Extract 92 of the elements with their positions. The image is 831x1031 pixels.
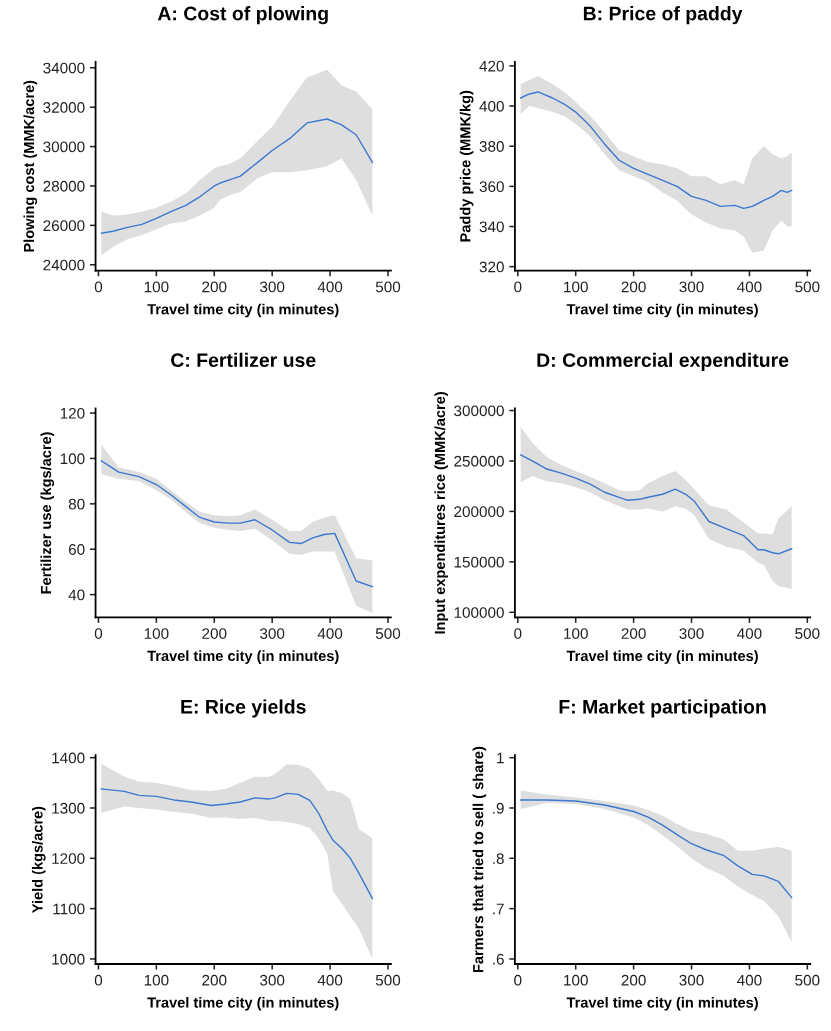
x-axis-title: Travel time city (in minutes) [566,303,758,318]
x-tick-label: 500 [375,628,401,639]
y-tick-label: 28000 [43,180,85,192]
x-tick-label: 500 [795,281,820,293]
x-tick-label: 400 [317,974,343,986]
y-tick-label: 34000 [43,62,85,74]
y-tick-label: 1200 [52,853,85,864]
y-axis-title: Plowing cost (MMK/acre) [23,80,38,252]
x-tick-label: 0 [94,281,103,293]
x-axis-title: Travel time city (in minutes) [566,996,758,1011]
x-tick-label: 100 [564,281,588,293]
x-tick-label: 400 [317,281,343,293]
y-tick-label: 40 [68,589,85,601]
y-tick-label: 400 [479,100,504,112]
x-tick-label: 200 [621,628,646,639]
x-tick-label: 100 [144,974,169,986]
line-series [100,118,374,234]
y-tick-label: 100000 [454,607,504,618]
x-tick-label: 0 [94,974,103,986]
y-tick-label: .7 [493,903,504,915]
x-tick-label: 400 [737,281,762,293]
line-series [520,454,793,555]
x-tick-label: 100 [144,281,169,293]
y-tick-label: 60 [68,544,85,555]
x-tick-label: 300 [679,281,704,293]
x-tick-label: 100 [564,974,588,986]
y-tick-label: 250000 [454,455,504,467]
x-axis-title: Travel time city (in minutes) [147,303,339,318]
y-tick-label: 200000 [454,506,504,518]
y-tick-label: 30000 [43,141,85,153]
x-tick-label: 100 [564,628,588,639]
chart-title: C: Fertilizer use [171,352,316,368]
y-axis-title: Input expenditures rice (MMK/acre) [434,392,448,634]
x-tick-label: 300 [260,974,285,986]
x-tick-label: 500 [375,281,401,293]
x-tick-label: 300 [260,628,285,639]
line-series [520,91,793,210]
y-tick-label: 32000 [43,102,85,113]
y-tick-label: 24000 [43,259,85,271]
y-tick-label: 1000 [52,953,85,965]
x-tick-label: 400 [737,974,762,986]
chart-title: A: Cost of plowing [157,6,328,25]
x-tick-label: 0 [514,628,522,639]
x-tick-label: 500 [375,974,401,986]
x-tick-label: 200 [202,974,227,986]
chart-title: B: Price of paddy [583,6,743,25]
y-tick-label: 320 [479,261,504,273]
y-tick-label: .8 [493,853,504,864]
chart-title: F: Market participation [559,699,766,718]
x-tick-label: 200 [621,281,646,293]
y-tick-label: 1400 [52,752,85,764]
y-axis-title: Fertilizer use (kgs/acre) [40,432,55,594]
y-tick-label: 120 [60,407,85,419]
line-series [520,799,793,899]
y-tick-label: 100 [60,453,85,465]
y-tick-label: 1300 [52,802,85,814]
x-tick-label: 200 [621,974,646,986]
x-tick-label: 300 [260,281,285,293]
x-tick-label: 200 [202,281,227,293]
y-tick-label: 340 [479,221,504,233]
chart-title: E: Rice yields [181,699,306,718]
x-axis-title: Travel time city (in minutes) [147,996,339,1011]
y-axis-title: Yield (kgs/acre) [31,806,46,913]
x-tick-label: 500 [795,628,820,639]
y-tick-label: 300000 [454,405,504,417]
x-tick-label: 0 [514,974,522,986]
y-tick-label: 420 [479,60,504,72]
y-tick-label: 80 [68,498,85,510]
x-tick-label: 400 [737,628,762,639]
y-tick-label: 360 [479,181,504,193]
y-tick-label: 1100 [53,903,85,915]
y-axis-title: Paddy price (MMK/kg) [459,90,474,242]
x-tick-label: 300 [679,974,704,986]
y-tick-label: .9 [493,802,504,814]
x-tick-label: 400 [317,628,343,639]
y-tick-label: 380 [479,141,504,152]
y-tick-label: 26000 [43,220,85,232]
y-tick-label: 150000 [454,556,504,568]
line-series [100,460,374,588]
line-series [100,788,374,900]
x-tick-label: 200 [202,628,227,639]
x-axis-title: Travel time city (in minutes) [147,650,339,664]
chart-title: D: Commercial expenditure [537,352,789,371]
y-axis-title: Farmers that tried to sell ( share) [472,746,487,973]
x-tick-label: 500 [795,974,820,986]
x-axis-title: Travel time city (in minutes) [566,650,758,664]
y-tick-label: .6 [493,953,504,965]
x-tick-label: 300 [679,628,704,639]
x-tick-label: 0 [514,281,522,293]
y-tick-label: 1 [497,752,504,764]
x-tick-label: 100 [144,628,169,639]
x-tick-label: 0 [94,628,103,639]
